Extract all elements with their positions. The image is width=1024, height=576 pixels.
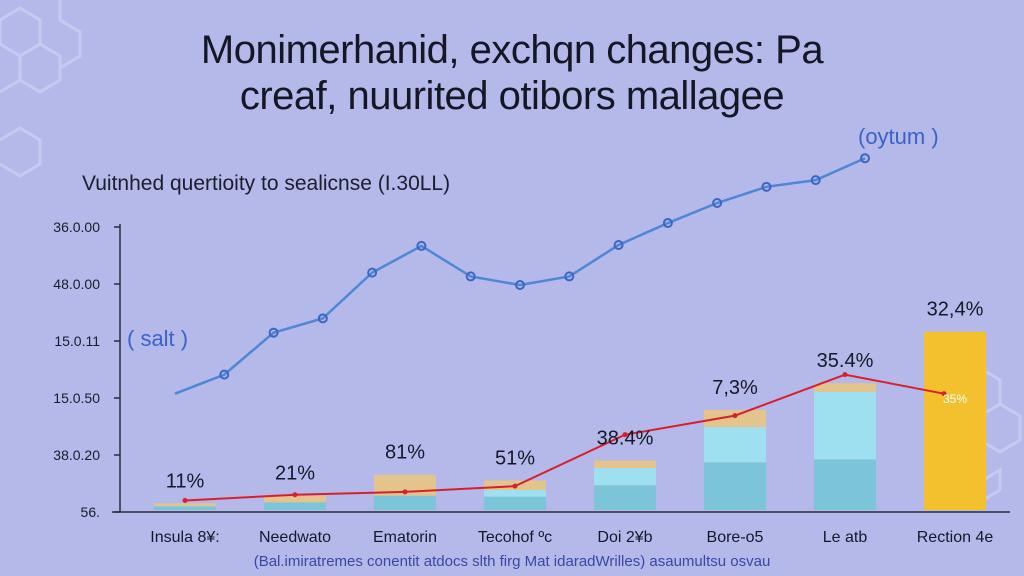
- bar-segment-top: [704, 409, 766, 428]
- bar-value-label: 81%: [385, 442, 425, 464]
- bar-segment-top: [154, 503, 216, 507]
- bar-segment-base: [594, 485, 656, 510]
- x-tick-label: Insula 8¥:: [150, 529, 219, 546]
- bar-value-label: 38.4%: [597, 427, 654, 449]
- chart-title-line-2: creaf, nuurited otibors mallagee: [239, 74, 785, 118]
- bar-segment-base: [704, 462, 766, 510]
- bar-value-label: 7,3%: [712, 377, 758, 399]
- trend-point: [402, 489, 408, 495]
- annotation-left: ( salt ): [127, 326, 189, 351]
- y-tick-label: 56.: [81, 504, 100, 520]
- overlay-point: [810, 175, 821, 186]
- trend-point: [842, 372, 848, 378]
- chart-title-line-1: Monimerhanid, exchqn changes: Pa: [200, 28, 824, 72]
- y-tick-label: 38.0.20: [53, 447, 100, 463]
- annotation-right: (oytum ): [858, 124, 939, 149]
- overlay-point: [268, 327, 279, 338]
- x-tick-label: Needwato: [259, 529, 331, 546]
- bar-segment-top: [594, 460, 656, 469]
- bar-segment-top: [264, 495, 326, 503]
- bar-segment-base: [154, 506, 216, 510]
- overlay-point: [515, 280, 525, 291]
- overlay-point: [613, 239, 624, 250]
- overlay-point: [465, 271, 476, 282]
- trend-point: [292, 492, 298, 498]
- overlay-point: [219, 369, 230, 380]
- bar-segment-middle: [704, 427, 766, 463]
- bar-segment-base: [374, 495, 436, 510]
- y-tick-label: 15.0.11: [54, 333, 100, 349]
- x-tick-label: Tecohof ºc: [478, 529, 552, 546]
- trend-point: [732, 413, 738, 419]
- bar-value-label: 11%: [166, 470, 205, 492]
- y-tick-label: 48.0.00: [53, 276, 100, 292]
- y-tick-label: 36.0.00: [53, 219, 100, 235]
- overlay-point: [416, 240, 427, 251]
- trend-point: [941, 391, 947, 397]
- chart-footnote: (Bal.imiratremes conentit atdocs slth fi…: [253, 553, 771, 570]
- bar-segment-base: [484, 496, 546, 510]
- bar-segment-middle: [484, 489, 546, 497]
- bar-inner-label: 35%: [943, 392, 967, 406]
- trend-point: [622, 432, 628, 438]
- trend-point: [512, 483, 518, 489]
- overlay-point: [564, 271, 575, 282]
- overlay-point: [317, 313, 328, 324]
- bar-segment-middle: [814, 391, 876, 460]
- overlay-point: [761, 181, 772, 192]
- overlay-point: [712, 198, 723, 209]
- overlay-point: [860, 153, 870, 164]
- trend-point: [182, 497, 188, 503]
- overlay-line: [174, 157, 866, 395]
- bar-value-label: 35.4%: [817, 350, 874, 372]
- trend-line: [184, 373, 945, 502]
- bar-segment-base: [814, 459, 876, 510]
- overlay-point: [662, 218, 673, 229]
- x-tick-label: Rection 4e: [917, 529, 994, 546]
- chart-subtitle: Vuitnhed quertioity to sealicnse (I.30LL…: [82, 172, 451, 195]
- bar-segment-top: [814, 383, 876, 392]
- overlay-point: [367, 267, 378, 278]
- bar-segment-base: [264, 502, 326, 510]
- bar-value-label: 21%: [275, 463, 315, 485]
- x-tick-label: Bore-o5: [707, 529, 764, 546]
- bar-value-label: 51%: [495, 447, 535, 469]
- bar-segment-top: [924, 331, 986, 510]
- bar-value-label: 32,4%: [927, 299, 984, 321]
- y-tick-label: 15.0.50: [53, 390, 100, 406]
- x-tick-label: Le atb: [823, 529, 868, 546]
- x-tick-label: Ematorin: [373, 529, 437, 546]
- bar-segment-middle: [594, 468, 656, 486]
- x-tick-label: Doi 2¥b: [597, 529, 652, 546]
